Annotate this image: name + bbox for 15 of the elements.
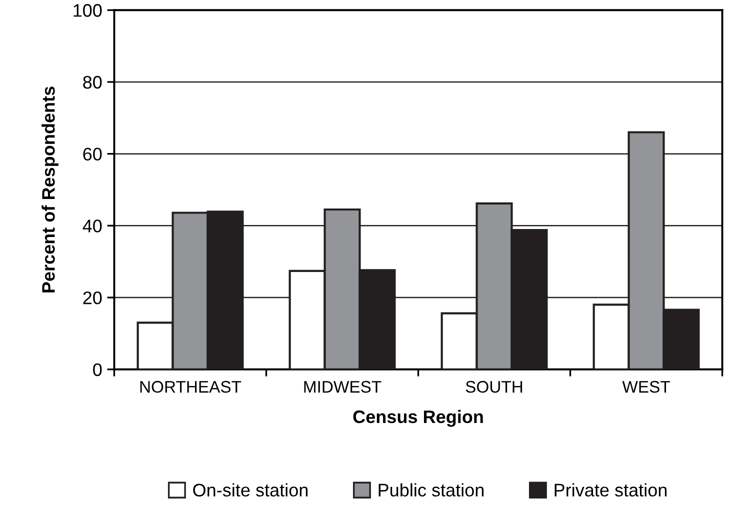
- y-tick-label: 60: [83, 148, 102, 161]
- y-tick-label: 80: [83, 76, 102, 89]
- legend-label: Private station: [554, 483, 667, 497]
- y-tick-label: 100: [74, 4, 102, 17]
- y-axis-title: Percent of Respondents: [42, 86, 58, 292]
- x-tick-label: NORTHEAST: [140, 380, 242, 393]
- y-tick-label: 40: [82, 220, 102, 232]
- legend-label: On-site station: [193, 483, 308, 497]
- x-tick-label: MIDWEST: [304, 380, 382, 393]
- x-tick-label: SOUTH: [466, 380, 522, 393]
- x-axis-title: Census Region: [353, 410, 483, 427]
- y-tick-label: 20: [83, 291, 102, 304]
- legend-label: Public station: [378, 483, 484, 497]
- y-tick-label: 0: [93, 363, 102, 376]
- x-tick-label: WEST: [622, 380, 670, 393]
